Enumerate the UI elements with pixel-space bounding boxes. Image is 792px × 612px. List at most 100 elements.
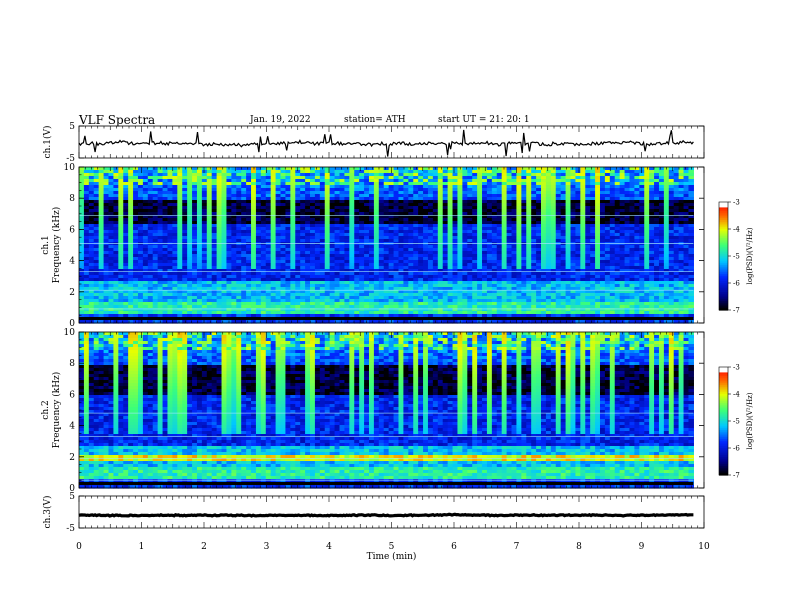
spectrogram-cell [482,224,488,228]
spectrogram-cell [167,194,173,198]
spectrogram-cell [658,206,665,210]
spectrogram-cell [462,230,468,234]
spectrogram-cell [482,212,488,216]
spectrogram-cell [310,209,316,213]
spectrogram-cell [673,176,680,180]
spectrogram-cell [83,197,90,201]
spectrogram-cell [413,179,419,183]
spectrogram-cell [590,191,596,195]
spectrogram-cell [683,233,690,237]
spectrogram-cell [467,203,473,207]
spectrogram-cell [501,206,508,210]
spectrogram-cell [511,218,518,222]
spectrogram-cell [108,239,114,243]
spectrogram-cell [98,224,105,228]
spectrogram-cell [113,221,119,225]
spectrogram-cell [521,188,527,192]
spectrogram-cell [432,173,439,177]
spectrogram-cell [658,185,665,189]
spectrogram-cell [152,218,159,222]
spectrogram-cell [339,212,346,216]
spectrogram-cell [486,200,493,204]
spectrogram-cell [108,218,114,222]
spectrogram-cell [442,230,449,234]
spectrogram-cell [658,182,665,186]
spectrogram-cell [255,239,262,243]
spectrogram-cell [619,230,626,234]
spectrogram-cell [285,233,291,237]
spectrogram-cell [83,203,90,207]
spectrogram-cell [113,227,119,231]
spectrogram-cell [619,188,626,192]
spectrogram-cell [290,203,296,207]
spectrogram-cell [644,197,650,201]
spectrogram-cell [359,170,365,174]
spectrogram-cell [683,230,690,234]
spectrogram-cell [614,197,621,201]
spectrogram-cell [609,167,616,171]
spectrogram-cell [639,230,645,234]
spectrogram-cell [314,218,321,222]
spectrogram-cell [128,227,134,231]
spectrogram-cell [683,182,690,186]
spectrogram-cell [654,173,660,177]
spectrogram-cell [447,197,454,201]
spectrogram-cell [639,170,645,174]
spectrogram-cell [339,224,346,228]
spectrogram-cell [550,182,557,186]
spectrogram-cell [251,188,257,192]
spectrogram-cell [609,218,616,222]
spectrogram-cell [196,212,203,216]
spectrogram-cell [427,227,434,231]
spectrogram-cell [511,167,518,171]
spectrogram-cell [378,224,385,228]
spectrogram-cell [329,203,336,207]
spectrogram-cell [427,203,434,207]
spectrogram-cell [604,182,611,186]
spectrogram-cell [255,179,262,183]
spectrogram-cell [162,212,169,216]
spectrogram-cell [260,218,267,222]
spectrogram-cell [359,167,365,171]
spectrogram-cell [383,206,390,210]
spectrogram-cell [133,218,139,222]
spectrogram-cell [295,206,301,210]
spectrogram-cell [319,212,326,216]
spectrogram-cell [383,167,390,171]
spectrogram-cell [649,179,655,183]
spectrogram-cell [658,224,665,228]
spectrogram-cell [182,191,188,195]
spectrogram-cell [619,197,626,201]
spectrogram-cell [339,176,346,180]
spectrogram-cell [467,194,473,198]
spectrogram-cell [378,176,385,180]
spectrogram-cell [329,218,336,222]
spectrogram-cell [378,167,385,171]
spectrogram-cell [555,188,562,192]
spectrogram-cell [236,233,242,237]
spectrogram-cell [604,203,611,207]
spectrogram-cell [452,224,459,228]
spectrogram-cell [472,170,478,174]
spectrogram-cell [673,173,680,177]
spectrogram-cell [201,167,208,171]
spectrogram-cell [491,191,498,195]
spectrogram-cell [344,209,350,213]
spectrogram-cell [604,224,611,228]
spectrogram-cell [118,239,124,243]
spectrogram-cell [541,203,547,207]
spectrogram-cell [560,194,567,198]
spectrogram-cell [359,221,365,225]
spectrogram-cell [609,188,616,192]
spectrogram-cell [609,176,616,180]
spectrogram-cell [172,188,178,192]
spectrogram-cell [491,221,498,225]
spectrogram-cell [378,221,385,225]
spectrogram-cell [668,176,675,180]
spectrogram-cell [260,236,267,240]
spectrogram-cell [482,191,488,195]
spectrogram-cell [211,221,218,225]
spectrogram-cell [319,188,326,192]
spectrogram-cell [452,176,459,180]
spectrogram-cell [339,209,346,213]
